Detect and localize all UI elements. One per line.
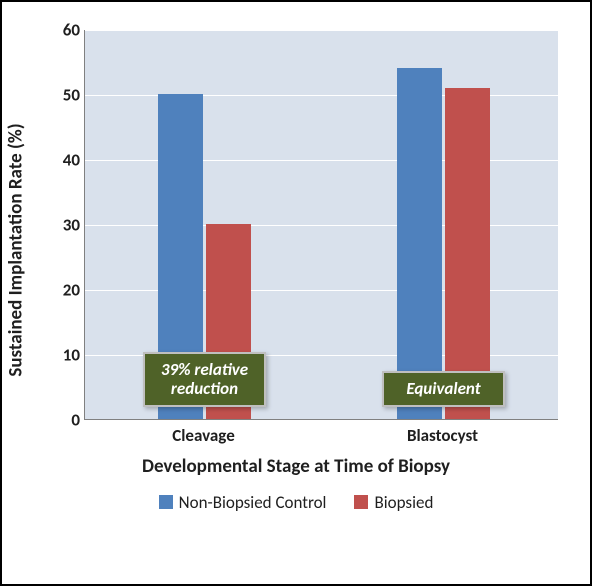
legend-swatch — [354, 495, 368, 509]
y-tick-label: 0 — [48, 410, 80, 431]
bar — [445, 88, 490, 420]
y-tick-label: 10 — [48, 345, 80, 366]
y-tick-label: 40 — [48, 150, 80, 171]
y-tick-label: 20 — [48, 280, 80, 301]
legend-item: Biopsied — [354, 492, 433, 513]
legend-label: Biopsied — [374, 492, 433, 513]
chart-frame: Sustained Implantation Rate (%) 39% rela… — [0, 0, 592, 586]
y-axis-title: Sustained Implantation Rate (%) — [5, 123, 28, 376]
x-tick-label: Cleavage — [172, 425, 235, 446]
x-axis-title: Developmental Stage at Time of Biopsy — [142, 455, 450, 478]
plot-area: 39% relative reduction Equivalent — [84, 30, 558, 420]
y-tick-label: 50 — [48, 85, 80, 106]
annotation-box: Equivalent — [382, 371, 505, 407]
legend-swatch — [159, 495, 173, 509]
x-tick-label: Blastocyst — [407, 425, 478, 446]
y-tick-label: 30 — [48, 215, 80, 236]
gridline — [85, 30, 558, 31]
legend-label: Non-Biopsied Control — [179, 492, 327, 513]
chart-area: Sustained Implantation Rate (%) 39% rela… — [24, 20, 568, 480]
y-tick-label: 60 — [48, 20, 80, 41]
legend: Non-Biopsied Control Biopsied — [24, 492, 568, 513]
legend-item: Non-Biopsied Control — [159, 492, 327, 513]
bar — [397, 68, 442, 419]
annotation-box: 39% relative reduction — [143, 352, 266, 407]
